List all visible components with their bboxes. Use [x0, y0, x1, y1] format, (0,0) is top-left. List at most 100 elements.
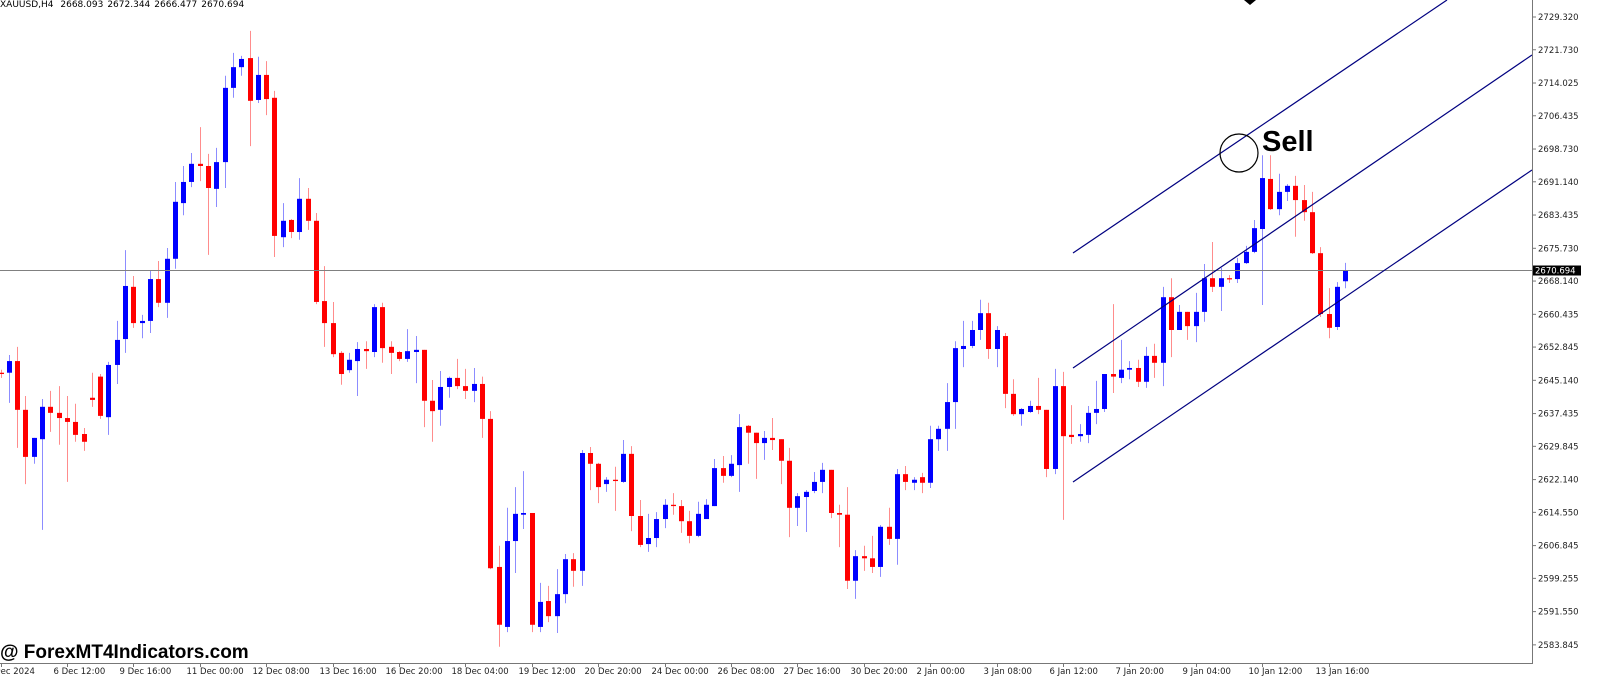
candle-body	[364, 348, 369, 352]
candle-body	[1136, 367, 1141, 382]
candle	[903, 465, 908, 491]
time-tick-label: 3 Jan 08:00	[984, 667, 1032, 677]
candle	[787, 447, 792, 538]
price-tick-label: 2599.255	[1538, 574, 1579, 584]
candle-body	[40, 406, 45, 440]
price-tick-label: 2606.845	[1538, 542, 1579, 552]
ohlc-close: 2670.694	[201, 0, 245, 10]
candle	[1102, 374, 1107, 412]
candle	[306, 188, 311, 230]
candle	[646, 513, 651, 552]
candle-body	[712, 468, 717, 507]
candle	[364, 341, 369, 369]
candle	[322, 266, 327, 347]
candle	[895, 468, 900, 565]
candle-body	[355, 348, 360, 362]
candle	[181, 165, 186, 216]
ohlc-low: 2666.477	[154, 0, 198, 10]
candle	[638, 500, 643, 548]
channel-middle-line[interactable]	[1072, 54, 1533, 369]
candle-body	[654, 519, 659, 539]
candle-body	[214, 162, 219, 189]
candle-body	[1061, 386, 1066, 437]
candle	[953, 341, 958, 429]
candle-body	[1161, 297, 1166, 363]
candle-body	[1302, 200, 1307, 213]
candle	[1202, 263, 1207, 322]
candle-body	[7, 361, 12, 373]
candle	[57, 386, 62, 445]
candle	[1119, 339, 1124, 384]
candle-body	[231, 67, 236, 88]
candle	[414, 336, 419, 384]
candle	[272, 90, 277, 258]
channel-lower-line[interactable]	[1072, 169, 1533, 483]
candle-body	[1327, 314, 1332, 328]
candle-body	[1044, 409, 1049, 469]
candle-body	[123, 285, 128, 340]
candle-body	[223, 87, 228, 163]
candle	[472, 367, 477, 403]
candle-body	[580, 452, 585, 571]
candle	[1327, 288, 1332, 339]
candle-body	[646, 538, 651, 545]
price-tick-label: 2629.845	[1538, 442, 1579, 452]
candle	[1260, 155, 1265, 305]
candle-body	[380, 307, 385, 349]
candle	[289, 219, 294, 239]
candle-body	[878, 526, 883, 567]
candle	[223, 75, 228, 189]
candle	[1053, 368, 1058, 475]
candle-body	[729, 463, 734, 476]
candle-body	[306, 198, 311, 221]
candle	[1285, 184, 1290, 201]
candle	[936, 425, 941, 451]
candle-body	[322, 301, 327, 324]
candle	[1086, 405, 1091, 444]
candle-body	[795, 496, 800, 508]
candle	[173, 181, 178, 269]
candle-body	[198, 163, 203, 166]
time-tick-label: 9 Jan 04:00	[1183, 667, 1231, 677]
candle-body	[1003, 336, 1008, 394]
candle	[995, 326, 1000, 368]
candle-body	[272, 97, 277, 236]
candle-body	[928, 439, 933, 483]
time-tick-label: 13 Jan 16:00	[1316, 667, 1370, 677]
candle-body	[1127, 367, 1132, 370]
candle-body	[248, 58, 253, 101]
candle-body	[140, 320, 145, 324]
candle	[1036, 377, 1041, 415]
candle	[721, 456, 726, 483]
candle-body	[106, 364, 111, 418]
candle	[829, 469, 834, 519]
candle	[455, 358, 460, 390]
candle	[770, 418, 775, 450]
candle	[347, 352, 352, 373]
candle-body	[1235, 263, 1240, 280]
candle	[671, 493, 676, 515]
candle-body	[596, 463, 601, 488]
price-tick-label: 2660.435	[1538, 310, 1579, 320]
candle	[140, 314, 145, 339]
candle	[115, 320, 120, 384]
candle	[1310, 191, 1315, 255]
candle-body	[82, 434, 87, 442]
candle	[7, 355, 12, 403]
channel-upper-line[interactable]	[1072, 0, 1448, 254]
candle	[331, 301, 336, 358]
candle	[256, 56, 261, 103]
candle	[372, 304, 377, 358]
candle-body	[1028, 405, 1033, 412]
candle-body	[57, 412, 62, 419]
candle-body	[1219, 278, 1224, 287]
candle-body	[1111, 374, 1116, 377]
time-tick-label: 5 Dec 2024	[0, 667, 35, 677]
candle	[1252, 219, 1257, 254]
candle-body	[480, 383, 485, 419]
candle-body	[986, 313, 991, 349]
candle-body	[281, 220, 286, 238]
candle	[580, 449, 585, 586]
price-channel[interactable]	[1072, 0, 1533, 483]
